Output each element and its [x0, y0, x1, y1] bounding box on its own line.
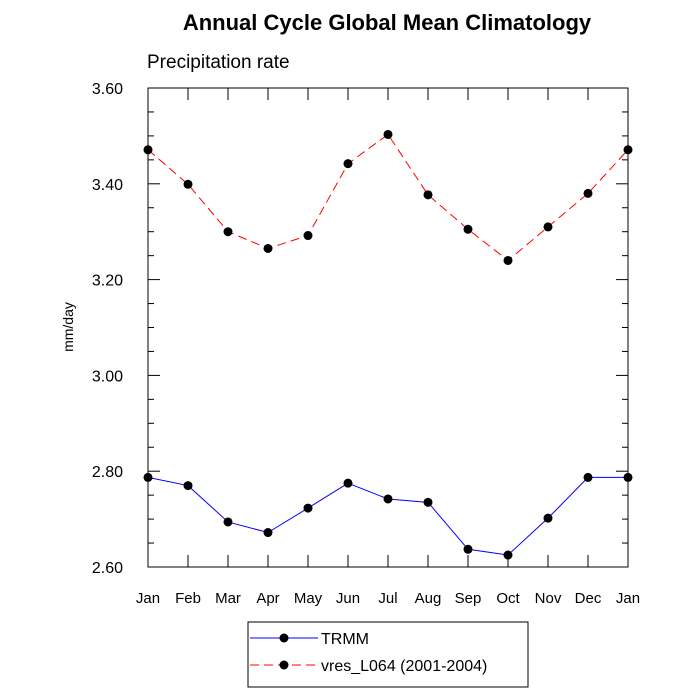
legend-label-trmm: TRMM	[321, 631, 369, 648]
legend-box	[247, 621, 529, 688]
y-tick-label: 3.00	[92, 368, 123, 385]
x-tick-label: Jan	[136, 590, 160, 607]
data-point	[263, 243, 273, 253]
chart-title: Annual Cycle Global Mean Climatology	[183, 10, 592, 35]
y-tick-label: 3.60	[92, 81, 123, 98]
data-point	[223, 517, 233, 527]
x-tick-label: Nov	[535, 590, 562, 607]
x-tick-label: Dec	[575, 590, 602, 607]
data-point	[263, 528, 273, 538]
axes: 2.60 2.80 3.00 3.20 3.40 3.60 Jan Feb Mar Apr May J…	[92, 81, 640, 607]
series-line-1	[147, 133, 629, 262]
chart-subtitle: Precipitation rate	[147, 52, 290, 73]
data-point	[183, 179, 193, 189]
y-tick-label: 2.80	[92, 464, 123, 481]
legend-label-vres: vres_L064 (2001-2004)	[321, 658, 487, 675]
x-tick-label: Feb	[175, 590, 201, 607]
legend-marker-trmm	[279, 633, 289, 643]
data-point	[183, 481, 193, 491]
data-point	[623, 145, 633, 155]
data-point	[583, 472, 593, 482]
data-point	[463, 544, 473, 554]
data-point	[503, 550, 513, 560]
legend-marker-vres	[279, 660, 289, 670]
data-point	[303, 231, 313, 241]
x-tick-label: Mar	[215, 590, 241, 607]
x-tick-label: Jun	[336, 590, 360, 607]
data-point	[143, 472, 153, 482]
x-tick-label: Oct	[496, 590, 520, 607]
series-layer	[143, 129, 633, 560]
legend: TRMM vres_L064 (2001-2004)	[247, 621, 529, 688]
data-point	[343, 478, 353, 488]
data-point	[543, 222, 553, 232]
y-tick-label: 3.20	[92, 273, 123, 290]
data-point	[543, 513, 553, 523]
data-point	[383, 494, 393, 504]
y-axis-label: mm/day	[60, 302, 76, 352]
data-point	[623, 472, 633, 482]
data-point	[383, 129, 393, 139]
x-tick-label: Jul	[378, 590, 397, 607]
data-point	[423, 190, 433, 200]
y-tick-label: 2.60	[92, 560, 123, 577]
x-tick-label: May	[294, 590, 323, 607]
y-tick-label: 3.40	[92, 177, 123, 194]
data-point	[423, 497, 433, 507]
data-point	[223, 227, 233, 237]
x-tick-label: Sep	[455, 590, 482, 607]
x-tick-label: Apr	[256, 590, 279, 607]
data-point	[503, 255, 513, 265]
data-point	[463, 224, 473, 234]
data-point	[583, 188, 593, 198]
data-point	[143, 145, 153, 155]
x-tick-label: Jan	[616, 590, 640, 607]
data-point	[343, 159, 353, 169]
x-tick-label: Aug	[415, 590, 442, 607]
series-line-0	[147, 476, 628, 556]
data-point	[303, 503, 313, 513]
